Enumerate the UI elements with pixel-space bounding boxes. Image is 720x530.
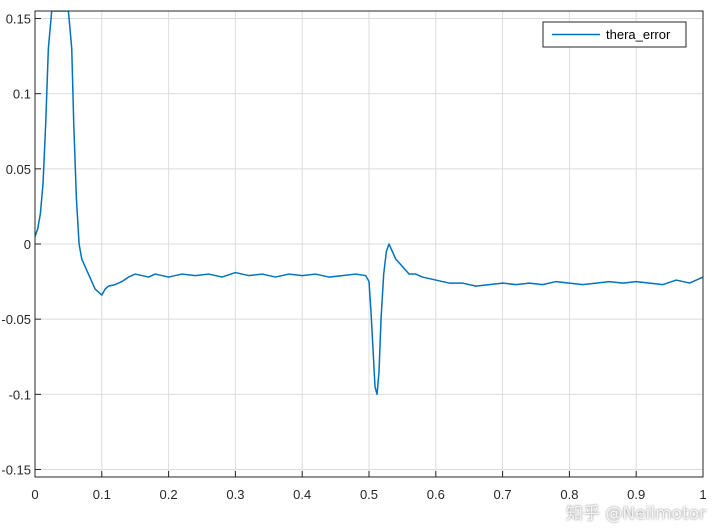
y-tick-label: -0.05 [1, 312, 31, 327]
x-tick-labels: 0 0.1 0.2 0.3 0.4 0.5 0.6 0.7 0.8 0.9 1 [31, 487, 706, 502]
legend-label-thera-error: thera_error [606, 27, 671, 42]
x-tick-label: 1 [699, 487, 706, 502]
watermark: 知乎 @Neilmotor [565, 504, 706, 524]
x-tick-label: 0.5 [360, 487, 378, 502]
x-tick-label: 0.9 [627, 487, 645, 502]
series-layer [35, 11, 703, 396]
x-tick-label: 0.6 [427, 487, 445, 502]
x-tick-label: 0.4 [293, 487, 311, 502]
series-line-thera-error [35, 11, 703, 396]
legend: thera_error [542, 21, 687, 48]
x-tick-label: 0.7 [494, 487, 512, 502]
x-tick-label: 0.3 [226, 487, 244, 502]
x-tick-label: 0.2 [160, 487, 178, 502]
y-tick-label: 0.05 [6, 162, 31, 177]
y-tick-label: 0 [24, 237, 31, 252]
y-tick-label: -0.15 [1, 462, 31, 477]
x-tick-label: 0.8 [560, 487, 578, 502]
x-tick-label: 0 [31, 487, 38, 502]
y-tick-label: 0.15 [6, 12, 31, 27]
tick-marks [34, 18, 704, 477]
y-tick-labels: -0.15 -0.1 -0.05 0 0.05 0.1 0.15 [1, 12, 31, 478]
grid-lines [35, 11, 703, 477]
x-tick-label: 0.1 [93, 487, 111, 502]
y-tick-label: 0.1 [13, 87, 31, 102]
y-tick-label: -0.1 [9, 387, 31, 402]
